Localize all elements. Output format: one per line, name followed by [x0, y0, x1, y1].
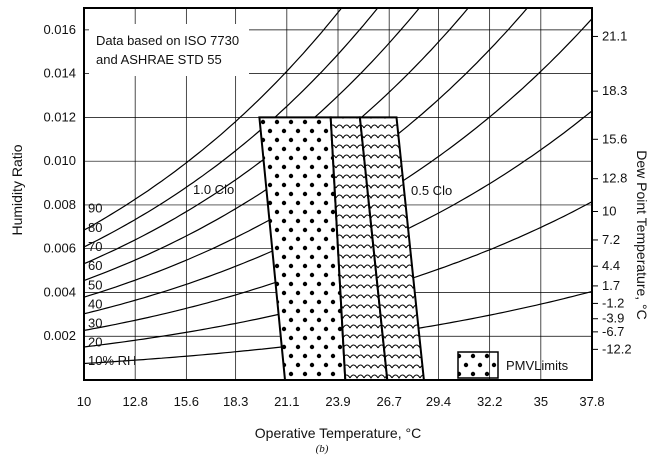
rh-label: 80	[88, 220, 102, 235]
plot-frame	[83, 7, 593, 381]
rh-curve-90	[84, 8, 343, 231]
y-tick-label: 0.006	[43, 241, 76, 256]
y2-axis-title: Dew Point Temperature, °C	[634, 150, 650, 320]
dew-point-tick-label: -6.7	[602, 324, 624, 339]
x-tick-label: 23.9	[325, 394, 350, 409]
dew-point-tick-label: 15.6	[602, 131, 627, 146]
rh-label: 60	[88, 258, 102, 273]
x-tick-label: 26.7	[377, 394, 402, 409]
rh-label: 90	[88, 201, 102, 216]
rh-label: 30	[88, 315, 102, 330]
dew-point-tick-label: -1.2	[602, 295, 624, 310]
comfort-zones	[258, 116, 426, 381]
dew-point-tick-label: -12.2	[602, 341, 632, 356]
rh-label: 20	[88, 334, 102, 349]
x-tick-label: 29.4	[426, 394, 451, 409]
y-tick-label: 0.012	[43, 109, 76, 124]
x-axis-title: Operative Temperature, °C	[255, 425, 421, 441]
x-tick-label: 12.8	[123, 394, 148, 409]
x-tick-label: 10	[77, 394, 91, 409]
y-axis-title: Humidity Ratio	[9, 144, 25, 235]
rh-label: 40	[88, 296, 102, 311]
legend-label: PMVLimits	[506, 358, 569, 373]
clo-summer-label: 0.5 Clo	[411, 183, 452, 198]
legend: PMVLimits	[457, 351, 569, 379]
source-note-line2: and ASHRAE STD 55	[96, 52, 222, 67]
x-axis-ticks: 10 12.8 15.6 18.3 21.1 23.9 26.7 29.4 32.2 35 37.8	[77, 394, 605, 409]
y-tick-label: 0.014	[43, 66, 76, 81]
rh-curve-70	[84, 8, 421, 265]
rh-label: 10% RH	[88, 353, 136, 368]
y-axis-ticks: 0.002 0.004 0.006 0.008 0.010 0.012 0.014 0.016	[43, 22, 76, 343]
y-tick-label: 0.002	[43, 328, 76, 343]
x-tick-label: 18.3	[223, 394, 248, 409]
source-note-line1: Data based on ISO 7730	[96, 33, 239, 48]
x-tick-label: 35	[534, 394, 548, 409]
dew-point-tick-label: 21.1	[602, 28, 627, 43]
rh-label: 50	[88, 277, 102, 292]
figure-caption: (b)	[316, 443, 329, 455]
dew-point-tick-label: 1.7	[602, 278, 620, 293]
x-tick-label: 32.2	[477, 394, 502, 409]
y-tick-label: 0.016	[43, 22, 76, 37]
dew-point-tick-label: 7.2	[602, 232, 620, 247]
x-tick-label: 37.8	[579, 394, 604, 409]
source-note-box	[89, 24, 249, 76]
dew-point-tick-label: 18.3	[602, 83, 627, 98]
rh-label: 70	[88, 239, 102, 254]
y-tick-label: 0.008	[43, 197, 76, 212]
y-tick-label: 0.004	[43, 284, 76, 299]
x-tick-label: 21.1	[274, 394, 299, 409]
clo-winter-label: 1.0 Clo	[193, 182, 234, 197]
x-tick-label: 15.6	[174, 394, 199, 409]
dew-point-tick-label: 10	[602, 204, 616, 219]
y-tick-label: 0.010	[43, 153, 76, 168]
dew-point-tick-label: 12.8	[602, 171, 627, 186]
rh-labels: 90 80 70 60 50 40 30 20 10% RH	[88, 201, 136, 369]
dew-point-tick-label: -3.9	[602, 311, 624, 326]
dew-point-tick-label: 4.4	[602, 258, 620, 273]
dew-point-axis-ticks: 21.1 18.3 15.6 12.8 10 7.2 4.4 1.7 -1.2-3.9-6.7 -…	[592, 28, 632, 356]
legend-swatch	[457, 351, 499, 379]
rh-curve-80	[84, 8, 379, 248]
